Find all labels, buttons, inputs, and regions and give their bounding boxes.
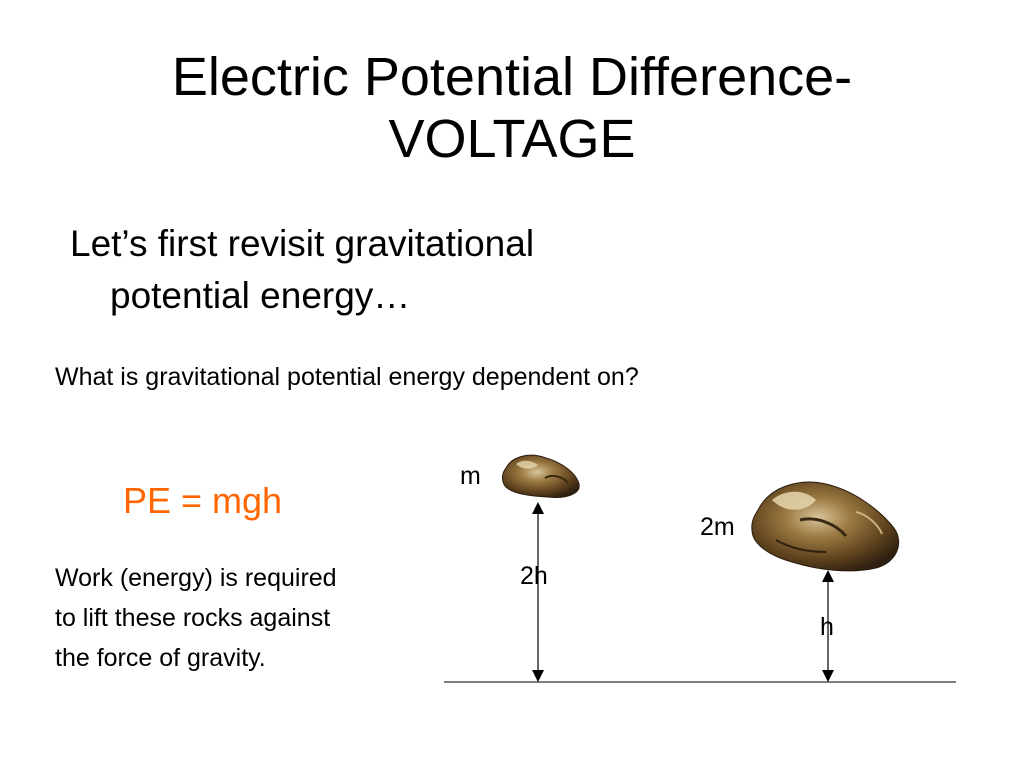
slide-title: Electric Potential Difference- VOLTAGE	[0, 46, 1024, 170]
small-height-label: 2h	[520, 562, 548, 590]
work-explanation: Work (energy) is required to lift these …	[55, 558, 337, 678]
large-rock-image	[751, 481, 899, 572]
large-height-label: h	[820, 613, 834, 641]
bullet-line-1: Let’s first revisit gravitational	[70, 223, 535, 264]
question-text: What is gravitational potential energy d…	[55, 363, 639, 391]
work-line-2: to lift these rocks against	[55, 604, 331, 632]
work-line-3: the force of gravity.	[55, 644, 266, 672]
small-rock-image	[502, 454, 580, 498]
work-line-1: Work (energy) is required	[55, 564, 337, 592]
bullet-point: Let’s first revisit gravitational potent…	[70, 218, 710, 322]
small-rock-mass-label: m	[460, 462, 481, 490]
title-line-2: VOLTAGE	[388, 109, 636, 169]
title-line-1: Electric Potential Difference-	[171, 47, 853, 107]
bullet-line-2: potential energy…	[110, 275, 411, 316]
pe-formula: PE = mgh	[123, 480, 283, 521]
large-rock-mass-label: 2m	[700, 513, 735, 541]
